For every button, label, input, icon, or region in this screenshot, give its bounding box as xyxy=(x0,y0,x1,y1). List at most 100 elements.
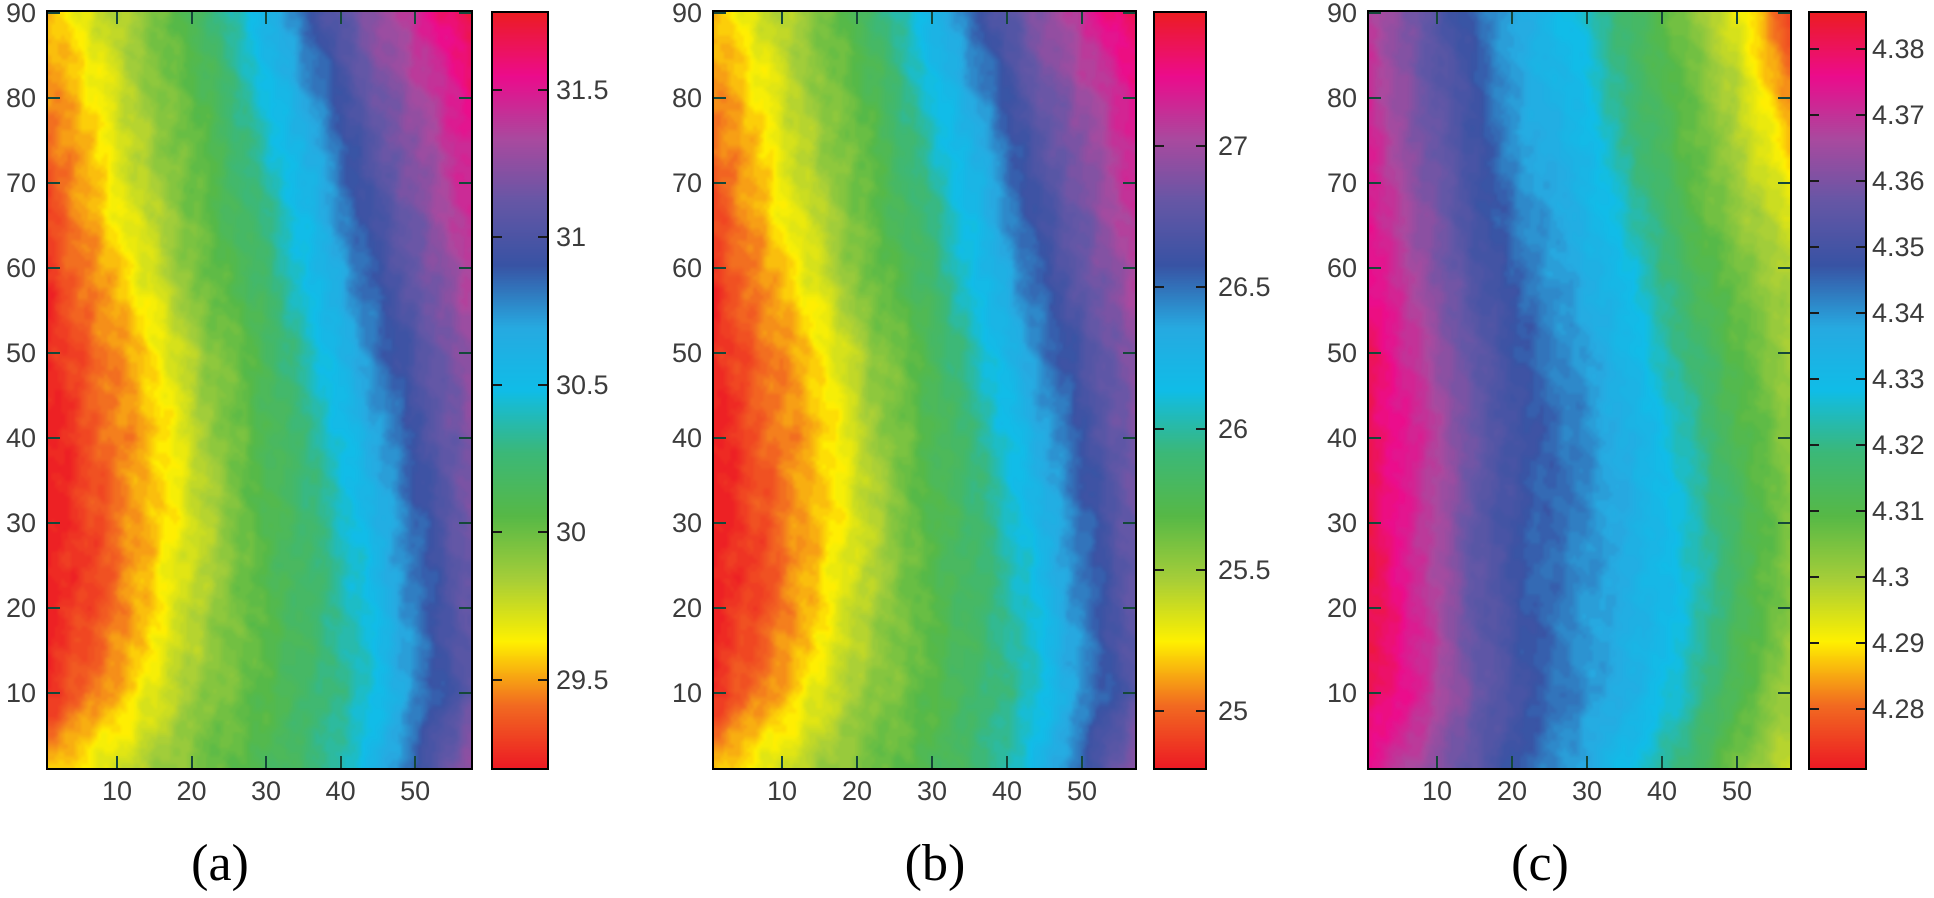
y-tick-mark xyxy=(1123,522,1135,525)
y-tick-mark xyxy=(48,692,60,695)
y-tick-label: 90 xyxy=(1326,0,1357,29)
y-tick-mark xyxy=(714,182,726,185)
y-tick-mark xyxy=(714,352,726,355)
y-tick-label: 70 xyxy=(5,168,36,199)
y-tick-mark xyxy=(459,437,471,440)
x-tick-mark xyxy=(930,756,933,768)
y-tick-mark xyxy=(714,12,726,15)
y-tick-mark xyxy=(1369,522,1381,525)
x-tick-mark xyxy=(1436,756,1439,768)
y-tick-mark xyxy=(714,267,726,270)
colorbar-tick-label: 27 xyxy=(1218,130,1249,161)
colorbar-tick-mark xyxy=(1856,246,1865,249)
x-tick-label: 10 xyxy=(766,776,798,806)
y-tick-mark xyxy=(48,12,60,15)
y-tick-mark xyxy=(48,267,60,270)
x-tick-label: 10 xyxy=(101,776,133,806)
x-tick-mark xyxy=(116,756,118,768)
y-tick-mark xyxy=(459,352,471,355)
colorbar-tick-label: 30 xyxy=(556,517,587,548)
colorbar-tick-mark xyxy=(1196,427,1205,430)
colorbar-tick-mark xyxy=(1856,48,1865,51)
colorbar-tick-mark xyxy=(1155,427,1164,430)
x-tick-mark xyxy=(1080,756,1083,768)
x-tick-label: 20 xyxy=(176,776,207,806)
y-tick-mark xyxy=(48,182,60,185)
x-tick-mark xyxy=(856,12,858,24)
x-tick-mark xyxy=(1660,12,1663,24)
panel-caption-a: (a) xyxy=(191,835,249,892)
colorbar-tick-mark xyxy=(493,236,502,239)
colorbar-tick-label: 26.5 xyxy=(1218,272,1271,303)
colorbar-tick-mark xyxy=(1196,144,1205,147)
y-tick-mark xyxy=(714,607,726,610)
colorbar-tick-label: 4.35 xyxy=(1872,232,1925,263)
y-tick-mark xyxy=(1123,607,1135,610)
colorbar-tick-label: 4.29 xyxy=(1872,627,1925,658)
y-tick-mark xyxy=(1778,522,1790,525)
colorbar-tick-mark xyxy=(1856,114,1865,117)
y-tick-mark xyxy=(48,437,60,440)
x-tick-mark xyxy=(781,756,784,768)
y-tick-mark xyxy=(459,182,471,185)
y-tick-label: 50 xyxy=(5,338,36,369)
colorbar-tick-mark xyxy=(1856,707,1865,710)
x-tick-label: 40 xyxy=(1646,776,1677,806)
colorbar-tick-label: 4.36 xyxy=(1872,166,1925,197)
y-tick-label: 20 xyxy=(1326,593,1357,624)
x-tick-label: 40 xyxy=(991,776,1022,806)
y-tick-label: 60 xyxy=(5,253,36,284)
colorbar-tick-label: 26 xyxy=(1218,413,1249,444)
colorbar-tick-mark xyxy=(1856,575,1865,578)
y-tick-mark xyxy=(1369,12,1381,15)
y-tick-label: 70 xyxy=(671,168,702,199)
y-tick-label: 60 xyxy=(671,253,702,284)
y-tick-mark xyxy=(1778,97,1790,100)
colorbar-tick-mark xyxy=(1810,312,1819,315)
y-tick-mark xyxy=(1778,352,1790,355)
x-tick-label: 30 xyxy=(251,776,282,806)
colorbar-tick-mark xyxy=(1196,569,1205,572)
colorbar-tick-label: 4.28 xyxy=(1872,693,1925,724)
colorbar-tick-label: 31 xyxy=(556,222,587,253)
y-tick-mark xyxy=(1123,437,1135,440)
y-tick-label: 10 xyxy=(671,678,702,709)
x-tick-label: 50 xyxy=(1721,776,1752,806)
x-tick-mark xyxy=(1511,756,1513,768)
colorbar-tick-label: 4.32 xyxy=(1872,429,1925,460)
x-tick-mark xyxy=(265,756,268,768)
y-tick-mark xyxy=(1123,97,1135,100)
colorbar-tick-label: 4.3 xyxy=(1872,561,1910,592)
colorbar-tick-mark xyxy=(1810,246,1819,249)
y-tick-mark xyxy=(1778,607,1790,610)
y-tick-mark xyxy=(1369,692,1381,695)
colorbar-tick-mark xyxy=(538,678,547,681)
x-tick-mark xyxy=(1735,756,1738,768)
y-tick-mark xyxy=(48,607,60,610)
y-tick-mark xyxy=(714,97,726,100)
colorbar-tick-label: 4.34 xyxy=(1872,298,1925,329)
colorbar-tick-mark xyxy=(1810,180,1819,183)
y-tick-mark xyxy=(48,97,60,100)
colorbar-tick-mark xyxy=(1856,641,1865,644)
y-tick-label: 70 xyxy=(1326,168,1357,199)
colorbar-tick-mark xyxy=(1196,710,1205,713)
colorbar-tick-label: 29.5 xyxy=(556,664,609,695)
colorbar-tick-mark xyxy=(1810,575,1819,578)
y-tick-label: 30 xyxy=(5,508,36,539)
x-tick-mark xyxy=(414,12,417,24)
y-tick-label: 40 xyxy=(5,423,36,454)
x-tick-label: 30 xyxy=(916,776,947,806)
colorbar-tick-mark xyxy=(1196,286,1205,289)
y-tick-label: 20 xyxy=(5,593,36,624)
colorbar-gradient-c xyxy=(1808,11,1867,770)
y-tick-label: 30 xyxy=(1326,508,1357,539)
x-tick-label: 20 xyxy=(841,776,873,806)
y-tick-mark xyxy=(714,522,726,525)
x-tick-mark xyxy=(1436,12,1439,24)
y-tick-mark xyxy=(1369,352,1381,355)
colorbar-tick-mark xyxy=(1856,312,1865,315)
y-tick-mark xyxy=(1778,267,1790,270)
y-tick-mark xyxy=(1369,437,1381,440)
